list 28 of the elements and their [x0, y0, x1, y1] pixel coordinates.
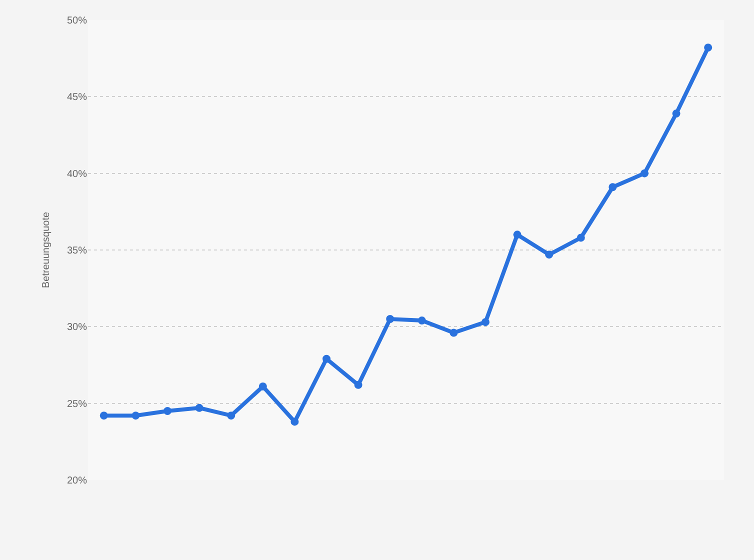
y-tick-label: 30%	[66, 322, 88, 334]
point	[576, 234, 585, 242]
point	[164, 407, 172, 415]
point	[640, 169, 648, 178]
point	[386, 315, 394, 323]
point	[672, 110, 680, 118]
y-tick-label: 25%	[66, 398, 88, 410]
point	[418, 316, 426, 325]
point	[195, 404, 204, 412]
point	[132, 412, 140, 420]
point	[545, 250, 554, 259]
point	[608, 183, 617, 192]
point	[513, 230, 522, 239]
point	[290, 418, 299, 426]
point	[704, 44, 712, 52]
y-tick-label: 20%	[66, 476, 88, 486]
point	[354, 380, 362, 389]
y-tick-label: 45%	[66, 92, 88, 104]
point	[227, 412, 236, 420]
y-tick-label: 40%	[66, 168, 88, 180]
y-tick-label: 35%	[66, 246, 88, 256]
y-axis-title: Betreuungsquote	[40, 211, 52, 288]
point	[322, 354, 330, 363]
y-tick-label: 50%	[66, 16, 88, 26]
point	[482, 318, 490, 326]
point	[258, 382, 267, 390]
point	[450, 328, 458, 337]
point	[100, 412, 108, 420]
